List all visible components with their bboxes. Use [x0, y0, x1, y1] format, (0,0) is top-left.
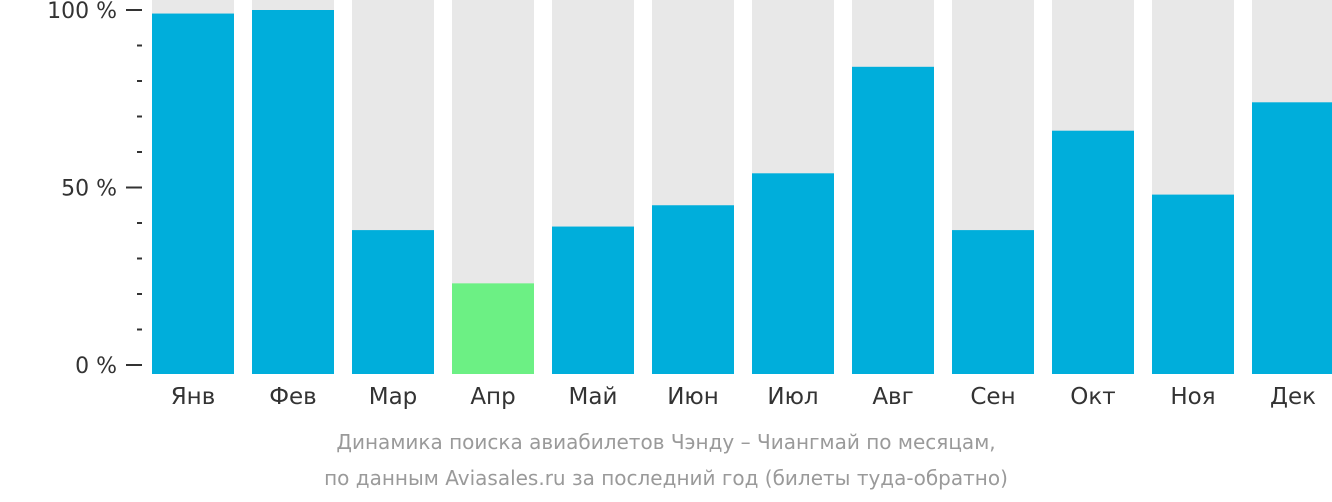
- bar-chart: 0 % 50 % 100 % Янв Фев Мар Апр Май Июн Июл Авг Сен…: [47, 0, 1332, 410]
- bar-10: [1052, 130, 1134, 374]
- x-tick-label: Фев: [269, 384, 317, 410]
- y-axis: 0 % 50 % 100 %: [47, 0, 142, 379]
- bar-9: [952, 230, 1034, 374]
- bar-7: [752, 173, 834, 374]
- bar-2: [252, 10, 334, 374]
- bars: [152, 0, 1332, 375]
- x-axis-labels: Янв Фев Мар Апр Май Июн Июл Авг Сен Окт Ноя Дек: [171, 384, 1316, 410]
- y-tick-label: 100 %: [47, 0, 117, 24]
- y-tick-label: 50 %: [61, 177, 117, 202]
- x-tick-label: Авг: [872, 384, 913, 410]
- bar-11: [1152, 194, 1234, 374]
- x-tick-label: Апр: [470, 384, 515, 410]
- bar-3: [352, 230, 434, 374]
- x-tick-label: Май: [569, 384, 618, 410]
- bar-6: [652, 205, 734, 374]
- bar-12: [1252, 102, 1332, 375]
- x-tick-label: Сен: [970, 384, 1015, 410]
- bar-4: [452, 283, 534, 374]
- y-tick-label: 0 %: [75, 354, 117, 379]
- caption-line-1: Динамика поиска авиабилетов Чэнду – Чиан…: [336, 430, 996, 454]
- x-tick-label: Ноя: [1170, 384, 1215, 410]
- bar-8: [852, 66, 934, 375]
- x-tick-label: Окт: [1070, 384, 1115, 410]
- x-tick-label: Мар: [369, 384, 418, 410]
- bar-1: [152, 13, 234, 375]
- caption-line-2: по данным Aviasales.ru за последний год …: [324, 466, 1008, 490]
- bar-5: [552, 226, 634, 374]
- x-tick-label: Июл: [767, 384, 818, 410]
- x-tick-label: Дек: [1270, 384, 1316, 410]
- x-tick-label: Янв: [171, 384, 216, 410]
- x-tick-label: Июн: [667, 384, 719, 410]
